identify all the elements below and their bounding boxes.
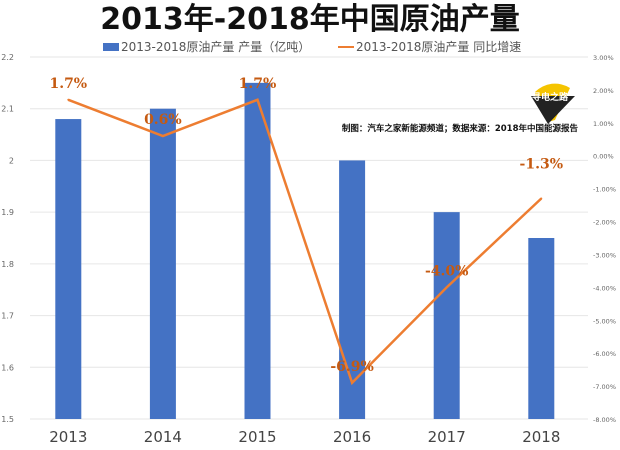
bar bbox=[244, 82, 271, 419]
data-label: -1.3% bbox=[520, 157, 563, 173]
legend-line-label: 2013-2018原油产量 同比增速 bbox=[356, 40, 521, 54]
line-point bbox=[540, 197, 543, 200]
y-left-tick-label: 2.1 bbox=[1, 105, 14, 114]
y-right-tick-label: -4.00% bbox=[593, 284, 616, 292]
y-right-tick-label: -7.00% bbox=[593, 383, 616, 391]
logo-shape bbox=[531, 96, 575, 124]
x-tick-label: 2015 bbox=[238, 428, 276, 446]
x-tick-label: 2014 bbox=[144, 428, 182, 446]
y-left-tick-label: 1.9 bbox=[1, 208, 14, 217]
legend-bar-label: 2013-2018原油产量 产量（亿吨） bbox=[121, 39, 310, 54]
y-left-tick-label: 1.6 bbox=[1, 363, 14, 372]
y-right-tick-label: -6.00% bbox=[593, 350, 616, 358]
x-tick-label: 2018 bbox=[522, 428, 560, 446]
line-point bbox=[445, 286, 448, 289]
data-label: -4.0% bbox=[425, 263, 468, 279]
line-point bbox=[351, 381, 354, 384]
y-right-tick-label: -5.00% bbox=[593, 317, 616, 325]
source-annotation: 制图：汽车之家新能源频道；数据来源：2018年中国能源报告 bbox=[342, 123, 579, 134]
line-point bbox=[67, 98, 70, 101]
data-label: 0.6% bbox=[144, 112, 182, 128]
line-point bbox=[161, 134, 164, 137]
x-tick-label: 2017 bbox=[428, 428, 466, 446]
y-right-tick-label: -1.00% bbox=[593, 186, 616, 194]
logo-text: 寻电之路 bbox=[532, 91, 569, 103]
y-left-tick-label: 2.2 bbox=[1, 53, 14, 62]
y-left-tick-label: 1.7 bbox=[1, 312, 14, 321]
x-tick-label: 2013 bbox=[49, 428, 87, 446]
y-left-tick-label: 1.5 bbox=[1, 415, 14, 424]
y-right-tick-label: -2.00% bbox=[593, 219, 616, 227]
y-left-tick-label: 2 bbox=[9, 156, 14, 165]
bar bbox=[528, 238, 555, 419]
y-right-tick-label: -8.00% bbox=[593, 416, 616, 424]
y-right-tick-label: 1.00% bbox=[593, 120, 614, 128]
legend-bar-swatch bbox=[103, 43, 119, 51]
y-right-tick-label: 0.00% bbox=[593, 153, 614, 161]
x-tick-label: 2016 bbox=[333, 428, 371, 446]
y-right-tick-label: 3.00% bbox=[593, 54, 614, 62]
y-left-tick-label: 1.8 bbox=[1, 260, 14, 269]
y-right-tick-label: -3.00% bbox=[593, 251, 616, 259]
bar bbox=[339, 160, 366, 419]
data-label: -6.9% bbox=[330, 359, 373, 375]
chart-title: 2013年-2018年中国原油产量 bbox=[100, 2, 520, 37]
growth-line bbox=[67, 98, 543, 386]
bar bbox=[55, 119, 82, 420]
data-label: 1.7% bbox=[49, 76, 87, 92]
line-point bbox=[256, 98, 259, 101]
data-label: 1.7% bbox=[239, 76, 277, 92]
bar bbox=[149, 108, 176, 419]
y-right-tick-label: 2.00% bbox=[593, 87, 614, 95]
bar bbox=[433, 212, 460, 419]
